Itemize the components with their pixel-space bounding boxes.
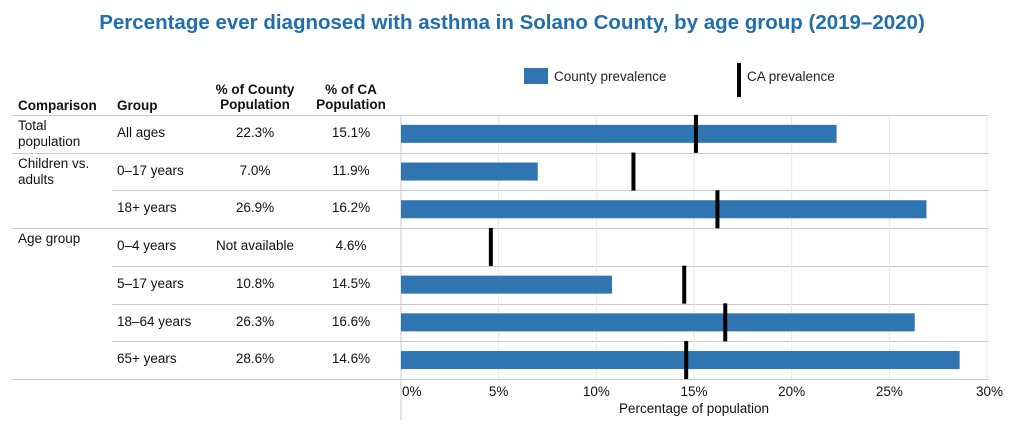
county-pct-value: 10.8% [235, 275, 275, 291]
group-separator-line [12, 153, 989, 154]
ca-pct-value: 4.6% [335, 238, 367, 254]
group-label: All ages [117, 125, 166, 140]
legend-county-swatch [524, 68, 548, 84]
county-pct-value: Not available [215, 238, 295, 254]
group-label: 0–17 years [117, 162, 184, 178]
x-tick-label: 15% [680, 384, 707, 399]
x-tick-label: 0% [402, 384, 422, 399]
row-separator-line [112, 266, 989, 267]
county-pct-value: 22.3% [235, 125, 275, 140]
table-top-line [12, 115, 989, 116]
county-pct-value: 7.0% [239, 162, 271, 178]
ca-prevalence-marker [715, 190, 720, 229]
x-tick-label: 25% [876, 384, 903, 399]
group-label: 0–4 years [117, 238, 177, 254]
group-label: 18+ years [117, 200, 177, 216]
ca-pct-value: 15.1% [331, 125, 371, 140]
x-tick-label: 30% [976, 384, 1003, 399]
ca-prevalence-marker [693, 114, 698, 153]
county-bar [401, 275, 612, 294]
comparison-label: Children vs. adults [18, 155, 90, 187]
x-tick-label: 10% [583, 384, 610, 399]
ca-pct-value: 11.9% [332, 162, 370, 178]
county-bar [401, 124, 837, 143]
county-bar [401, 162, 538, 181]
ca-prevalence-marker [723, 303, 728, 342]
county-pct-value: 26.3% [235, 313, 275, 329]
county-bar [401, 313, 915, 332]
header-group: Group [117, 98, 158, 113]
table-bottom-line [12, 379, 989, 380]
group-label: 5–17 years [117, 275, 184, 291]
ca-pct-value: 14.5% [331, 275, 371, 291]
header-county-pct: % of County Population [215, 82, 295, 112]
legend-ca-marker [737, 63, 741, 97]
row-separator-line [112, 304, 989, 305]
row-separator-line [112, 341, 989, 342]
row-separator-line [112, 190, 989, 191]
county-pct-value: 26.9% [235, 200, 275, 216]
ca-prevalence-marker [488, 227, 493, 266]
x-tick-label: 5% [489, 384, 509, 399]
group-label: 18–64 years [117, 313, 192, 329]
header-comparison: Comparison [18, 98, 97, 113]
county-pct-value: 28.6% [235, 351, 275, 367]
ca-prevalence-marker [682, 265, 687, 304]
legend-county-label: County prevalence [554, 69, 667, 84]
group-separator-line [12, 228, 989, 229]
x-axis-label: Percentage of population [619, 401, 769, 416]
x-tick-label: 20% [778, 384, 805, 399]
ca-pct-value: 16.6% [331, 313, 371, 329]
comparison-label: Age group [18, 231, 81, 247]
comparison-label: Total population [18, 118, 81, 149]
chart-title: Percentage ever diagnosed with asthma in… [99, 11, 925, 34]
county-bar [401, 200, 927, 219]
group-label: 65+ years [117, 351, 177, 367]
ca-pct-value: 14.6% [331, 351, 371, 367]
ca-prevalence-marker [631, 152, 636, 191]
ca-pct-value: 16.2% [331, 200, 371, 216]
header-ca-pct: % of CA Population [316, 82, 386, 112]
ca-prevalence-marker [684, 341, 689, 380]
county-bar [401, 351, 960, 370]
legend-ca-label: CA prevalence [747, 69, 835, 84]
